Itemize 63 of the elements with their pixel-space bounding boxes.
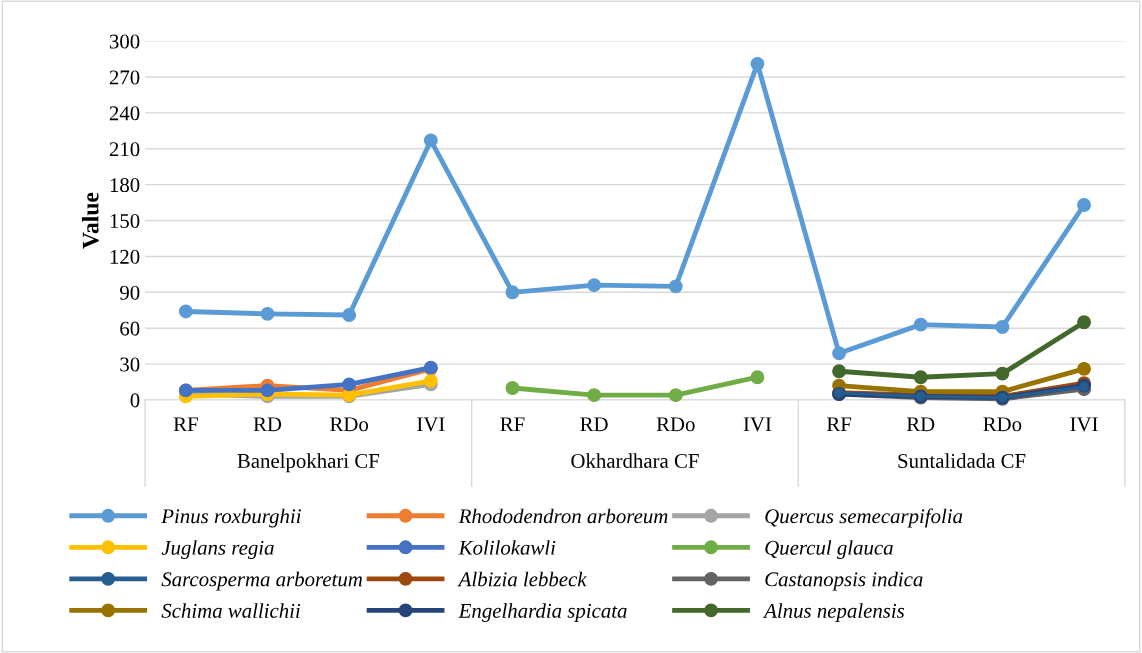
legend-label: Quercus semecarpifolia: [765, 508, 963, 528]
y-tick-label: 150: [110, 213, 140, 228]
y-tick-label: 180: [110, 178, 140, 193]
y-tick-label: 0: [130, 393, 140, 408]
point: [505, 285, 520, 300]
x-tick-label: RF: [173, 417, 198, 432]
text: Okhardhara CF: [571, 453, 699, 468]
legend-label: Engelhardia spicata: [458, 603, 627, 623]
legend-label: Rhododendron arboreum: [458, 508, 668, 524]
point: [668, 279, 683, 294]
point: [260, 383, 275, 398]
point: [423, 373, 438, 388]
legend-label: Quercul glauca: [765, 540, 893, 560]
point: [913, 370, 928, 385]
legend-label: Pinus roxburghii: [161, 508, 301, 528]
legend-label: Sarcosperma arboretum: [161, 571, 362, 591]
y-tick-label: 300: [109, 34, 140, 49]
point: [260, 306, 275, 321]
point: [995, 320, 1010, 334]
legend-label: Albizia lebbeck: [457, 571, 587, 587]
y-tick-label: 120: [110, 249, 140, 264]
point: [587, 388, 602, 403]
text: Banelpokhari CF: [237, 453, 380, 473]
point: [995, 366, 1010, 381]
text: Suntalidada CF: [898, 453, 1026, 468]
x-tick-label: RD: [253, 417, 282, 432]
point: [913, 317, 928, 332]
point: [587, 278, 602, 293]
legend-label: Juglans regia: [161, 540, 274, 560]
x-tick-label: RDo: [656, 417, 695, 432]
point: [832, 364, 847, 379]
legend-label: Alnus nepalensis: [763, 603, 905, 623]
point: [832, 346, 847, 361]
x-tick-label: RDo: [983, 417, 1022, 432]
point: [423, 133, 438, 148]
x-tick-label: IVI: [1070, 417, 1098, 432]
y-tick-label: 240: [109, 106, 140, 121]
y-tick-label: 60: [120, 321, 140, 336]
legend-label: Castanopsis indica: [765, 571, 923, 591]
legend-label: Schima wallichii: [161, 603, 301, 618]
y-axis-title: Value: [81, 192, 99, 249]
point: [342, 377, 357, 392]
point: [668, 388, 683, 403]
x-tick-label: RF: [500, 417, 525, 432]
point: [1077, 315, 1091, 330]
point: [750, 370, 765, 385]
point: [1077, 361, 1091, 376]
legend-label: Kolilokawli: [458, 540, 556, 555]
x-tick-label: RD: [906, 417, 935, 432]
x-tick-label: RD: [580, 417, 608, 432]
x-tick-label: RDo: [330, 417, 369, 432]
x-tick-label: IVI: [743, 417, 772, 432]
x-tick-label: IVI: [417, 417, 445, 432]
x-tick-label: RF: [826, 417, 852, 432]
y-tick-label: 90: [120, 285, 140, 300]
point: [750, 56, 765, 71]
point: [1077, 198, 1091, 212]
point: [342, 308, 357, 322]
y-tick-label: 210: [109, 142, 140, 157]
point: [505, 381, 520, 395]
y-tick-label: 30: [120, 357, 140, 372]
y-tick-label: 270: [109, 70, 140, 85]
point: [178, 304, 193, 319]
